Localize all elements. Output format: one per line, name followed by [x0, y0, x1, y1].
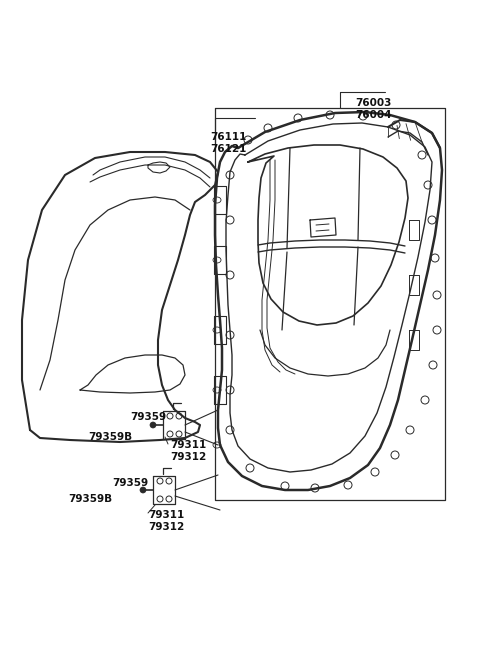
- Text: 79359B: 79359B: [68, 494, 112, 504]
- Text: 79359B: 79359B: [88, 432, 132, 442]
- Text: 79359: 79359: [112, 478, 148, 488]
- Text: 79359: 79359: [130, 412, 166, 422]
- Text: 79311
79312: 79311 79312: [148, 510, 184, 532]
- Text: 76003
76004: 76003 76004: [355, 98, 392, 120]
- Text: 76111
76121: 76111 76121: [210, 132, 246, 154]
- Circle shape: [140, 487, 146, 493]
- Text: 79311
79312: 79311 79312: [170, 440, 206, 462]
- Circle shape: [150, 422, 156, 428]
